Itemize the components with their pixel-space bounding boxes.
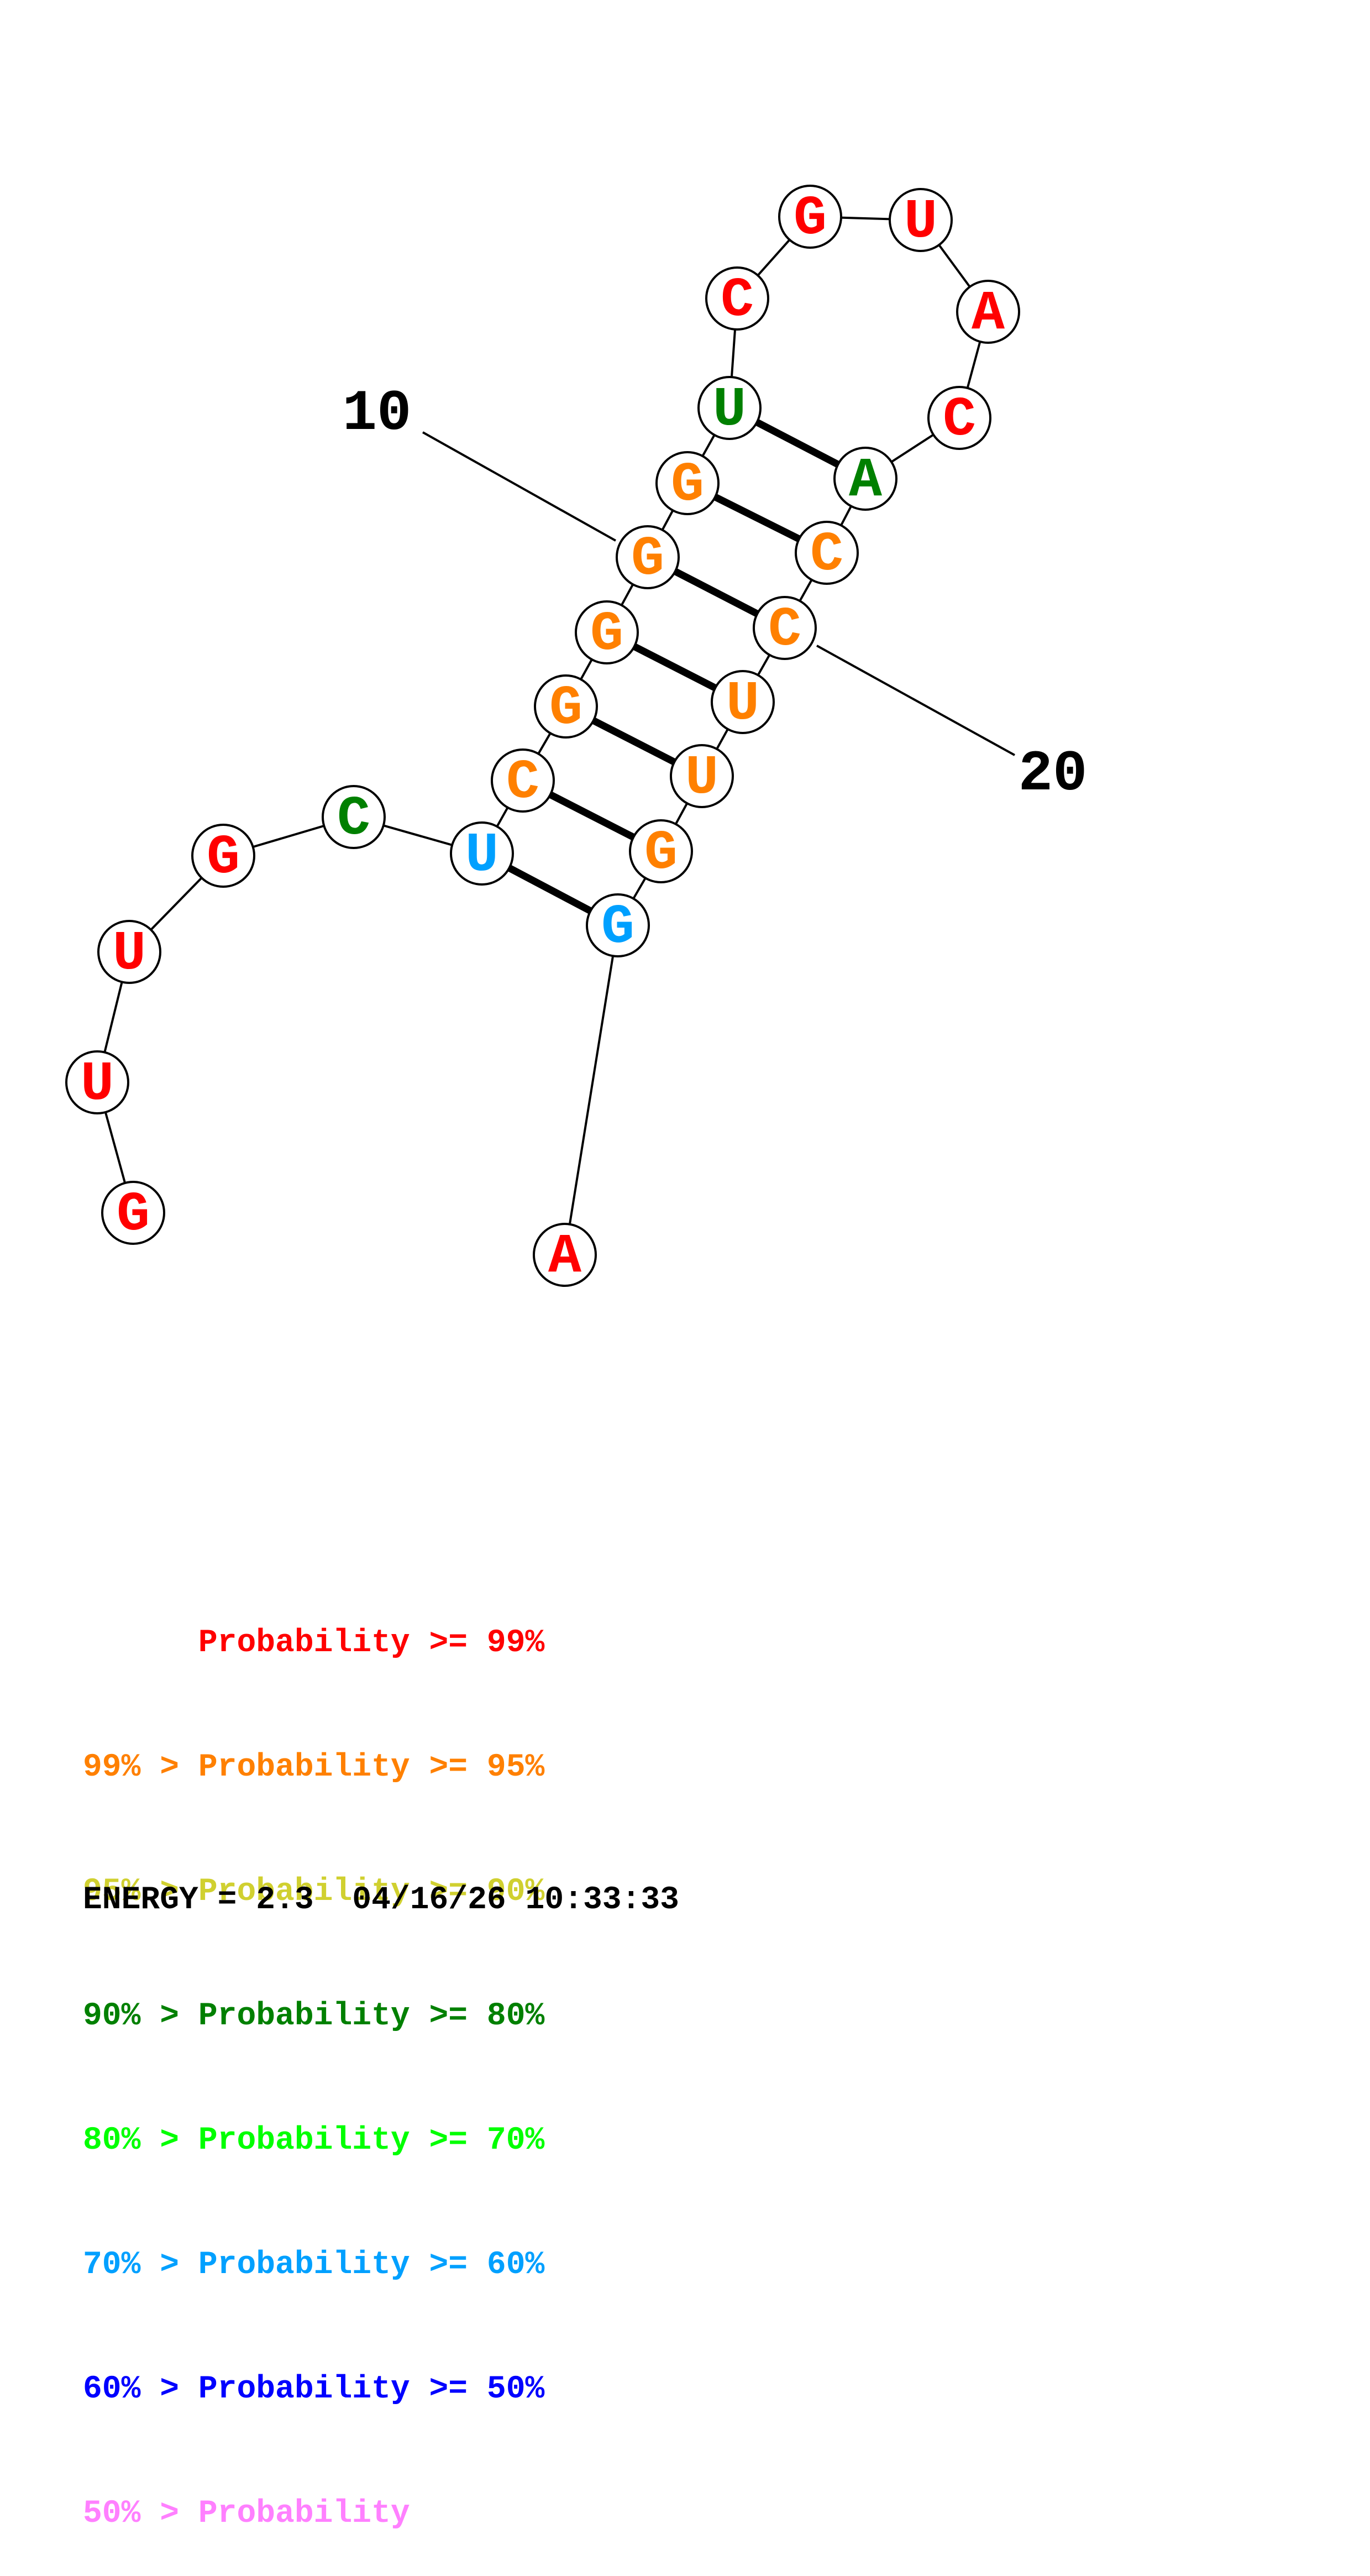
nucleotide-letter: A [548, 1226, 582, 1289]
nucleotide-7: C [491, 748, 555, 814]
nucleotide-17: C [927, 386, 991, 452]
nucleotide-letter: G [590, 604, 623, 666]
legend-row-6: 70% > Probability >= 60% [83, 2247, 545, 2283]
nucleotide-letter: U [904, 191, 937, 254]
nucleotide-circle [778, 185, 842, 249]
nucleotide-letter: U [465, 825, 498, 887]
nucleotide-letter: G [117, 1184, 150, 1247]
nucleotide-letter: C [721, 270, 754, 332]
nucleotide-circle [889, 188, 953, 252]
nucleotide-18: A [833, 447, 897, 512]
legend-row-7: 60% > Probability >= 50% [83, 2371, 545, 2407]
nucleotide-16: A [956, 280, 1020, 345]
nucleotide-25: A [533, 1223, 597, 1289]
nucleotide-circle [833, 447, 897, 511]
nucleotide-circle [753, 596, 817, 660]
legend-row-2: 99% > Probability >= 95% [83, 1750, 545, 1786]
nucleotide-24: G [586, 893, 650, 959]
backbone-link [564, 925, 619, 1255]
nucleotide-letter: C [810, 524, 843, 587]
nucleotide-circle [191, 824, 255, 888]
nucleotide-23: G [629, 819, 693, 885]
nucleotide-1: G [101, 1181, 165, 1247]
nucleotide-circle [711, 670, 775, 734]
nucleotide-circle [616, 525, 680, 589]
nucleotide-5: C [322, 785, 386, 851]
nucleotide-circle [97, 920, 161, 984]
nucleotide-letter: C [506, 752, 539, 814]
nucleotide-circle [101, 1181, 165, 1245]
nucleotide-20: C [753, 596, 817, 662]
nucleotide-circle [697, 376, 762, 440]
position-label-leader [816, 645, 1015, 756]
nucleotide-letter: C [943, 389, 976, 452]
nucleotide-letter: G [671, 454, 704, 517]
nucleotide-letter: G [549, 678, 582, 740]
nucleotide-11: G [655, 451, 720, 517]
nucleotide-9: G [575, 600, 639, 666]
nucleotide-letter: U [113, 923, 146, 986]
nucleotide-6: U [450, 821, 514, 887]
nucleotide-circle [450, 821, 514, 886]
nucleotide-8: G [534, 674, 598, 740]
nucleotide-letter: G [601, 897, 634, 959]
nucleotide-letter: U [726, 673, 759, 736]
probability-legend: Probability >= 99% 99% > Probability >= … [83, 1540, 544, 2576]
nucleotide-circle [655, 451, 720, 515]
nucleotide-letter: U [81, 1054, 114, 1116]
nucleotide-letter: A [972, 283, 1005, 345]
nucleotide-letter: C [337, 788, 370, 851]
nucleotide-21: U [711, 670, 775, 736]
nucleotide-circle [65, 1050, 129, 1114]
nucleotide-letter: U [713, 379, 746, 442]
nucleotide-13: C [705, 266, 769, 332]
nucleotide-circle [491, 748, 555, 813]
nucleotide-2: U [65, 1050, 129, 1116]
nucleotide-15: U [889, 188, 953, 254]
nucleotide-circle [322, 785, 386, 849]
nucleotide-3: U [97, 920, 161, 986]
nucleotide-circle [533, 1223, 597, 1287]
backbone-links [96, 216, 989, 1255]
nucleotide-14: G [778, 185, 842, 250]
nucleotide-12: U [697, 376, 762, 442]
nucleotide-letter: G [631, 528, 664, 591]
nucleotide-letter: U [685, 747, 718, 810]
position-label-leader [422, 431, 616, 542]
legend-row-3: 95% > Probability >= 90% [83, 1874, 545, 1910]
nucleotide-circle [795, 521, 859, 585]
position-label-10: 10 [343, 381, 412, 447]
nucleotide-circle [629, 819, 693, 883]
nucleotide-letter: G [207, 827, 240, 889]
nucleotide-circle [670, 744, 734, 808]
legend-row-8: 50% > Probability [83, 2496, 410, 2532]
nucleotide-19: C [795, 521, 859, 587]
nucleotide-letter: C [768, 599, 801, 662]
nucleotide-circle [705, 266, 769, 331]
legend-row-5: 80% > Probability >= 70% [83, 2123, 545, 2159]
energy-and-timestamp: ENERGY = 2.3 04/16/26 10:33:33 [83, 1882, 679, 1918]
nucleotide-circle [534, 674, 598, 739]
nucleotide-4: G [191, 824, 255, 889]
nucleotide-circle [927, 386, 991, 450]
nucleotide-10: G [616, 525, 680, 591]
legend-row-4: 90% > Probability >= 80% [83, 1998, 545, 2034]
nucleotide-letter: G [794, 188, 827, 250]
nucleotide-circle [956, 280, 1020, 344]
nucleotide-letter: G [644, 823, 678, 885]
position-labels: 10 20 [343, 381, 1088, 807]
position-label-20: 20 [1019, 742, 1088, 807]
legend-row-1: Probability >= 99% [83, 1625, 545, 1661]
nucleotide-letter: A [849, 450, 883, 512]
nucleotide-22: U [670, 744, 734, 810]
nucleotide-circle [586, 893, 650, 957]
nucleotide-circle [575, 600, 639, 664]
